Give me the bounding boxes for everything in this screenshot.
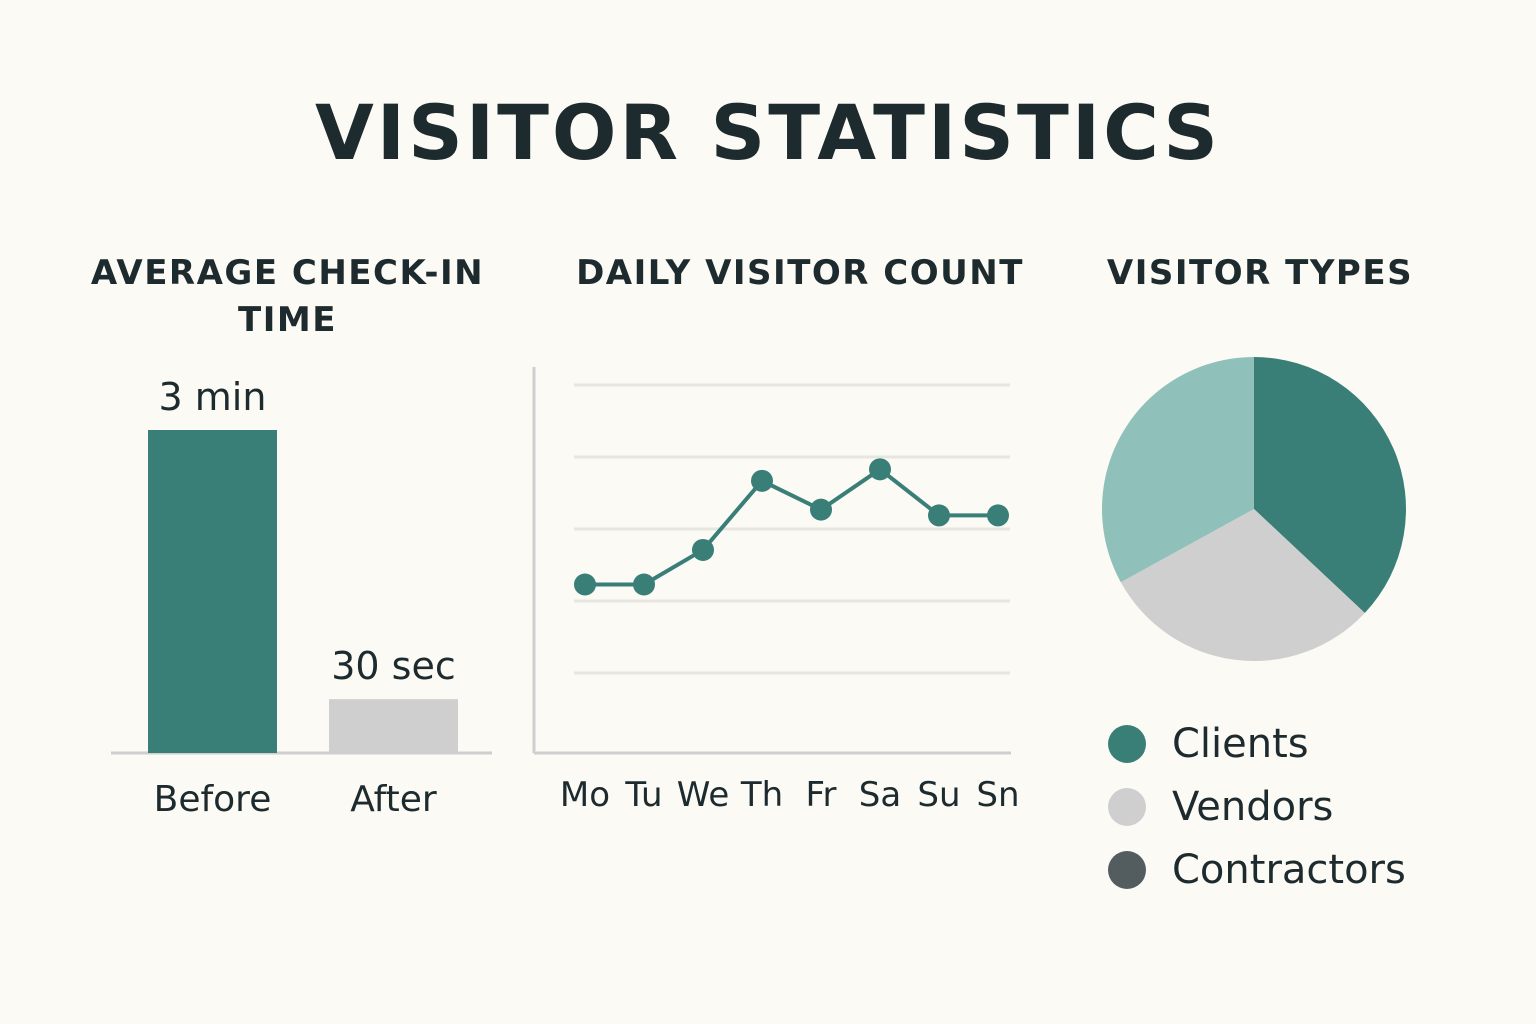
pie-slice-contractors: [1102, 357, 1254, 583]
visitor-types-chart-title: VISITOR TYPES: [1106, 253, 1414, 293]
line-x-tick-label: Tu: [624, 775, 662, 815]
line-x-tick-label: Sa: [859, 775, 901, 815]
bar-category-label: After: [350, 779, 437, 820]
line-x-tick-label: Mo: [560, 775, 610, 815]
page-title: VISITOR STATISTICS: [314, 88, 1222, 177]
line-x-tick-label: Fr: [805, 775, 836, 815]
line-x-tick-label: Th: [740, 775, 783, 815]
legend-swatch: [1108, 724, 1146, 763]
line-point-fr: [810, 498, 832, 521]
daily-count-chart-title: DAILY VISITOR COUNT: [576, 253, 1024, 293]
legend-label: Clients: [1172, 720, 1309, 767]
pie-slice-clients: [1254, 357, 1406, 614]
line-point-tu: [633, 573, 655, 596]
legend-label: Contractors: [1172, 846, 1406, 893]
visitor-types-legend: Clients Vendors Contractors: [1108, 712, 1406, 901]
checkin-chart-title: AVERAGE CHECK-IN TIME: [90, 253, 485, 340]
bar-value-label: 3 min: [159, 375, 267, 419]
line-point-we: [692, 538, 714, 561]
legend-item-clients: Clients: [1108, 712, 1406, 775]
bar-after: [329, 699, 458, 753]
bar-value-label: 30 sec: [331, 644, 456, 688]
legend-swatch: [1108, 787, 1146, 826]
legend-label: Vendors: [1172, 783, 1334, 830]
line-x-tick-label: Su: [917, 775, 960, 815]
legend-swatch: [1108, 850, 1146, 889]
line-point-sn: [987, 504, 1009, 527]
legend-item-vendors: Vendors: [1108, 775, 1406, 838]
line-x-tick-label: We: [677, 775, 730, 815]
line-x-tick-label: Sn: [976, 775, 1019, 815]
line-point-su: [928, 504, 950, 527]
line-point-th: [751, 469, 773, 492]
pie-slice-vendors: [1120, 509, 1365, 662]
bar-before: [148, 430, 277, 753]
legend-item-contractors: Contractors: [1108, 838, 1406, 901]
line-point-sa: [869, 458, 891, 481]
line-point-mo: [574, 573, 596, 596]
daily-visitor-series-line: [585, 467, 998, 587]
bar-category-label: Before: [154, 779, 272, 820]
